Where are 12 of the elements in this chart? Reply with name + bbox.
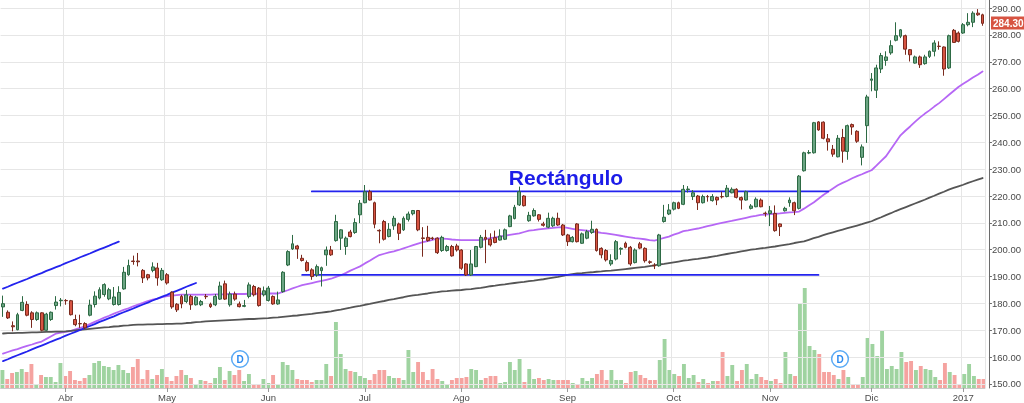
candlestick <box>16 312 19 331</box>
bar <box>19 369 24 388</box>
bar <box>29 364 34 388</box>
bar <box>0 370 5 388</box>
candlestick <box>6 309 10 320</box>
candlestick <box>11 320 15 332</box>
bar <box>39 375 44 388</box>
candlestick <box>20 295 24 312</box>
candlestick <box>40 311 44 332</box>
candlestick <box>35 310 39 322</box>
candlestick <box>54 295 58 311</box>
candlestick <box>1 295 5 318</box>
